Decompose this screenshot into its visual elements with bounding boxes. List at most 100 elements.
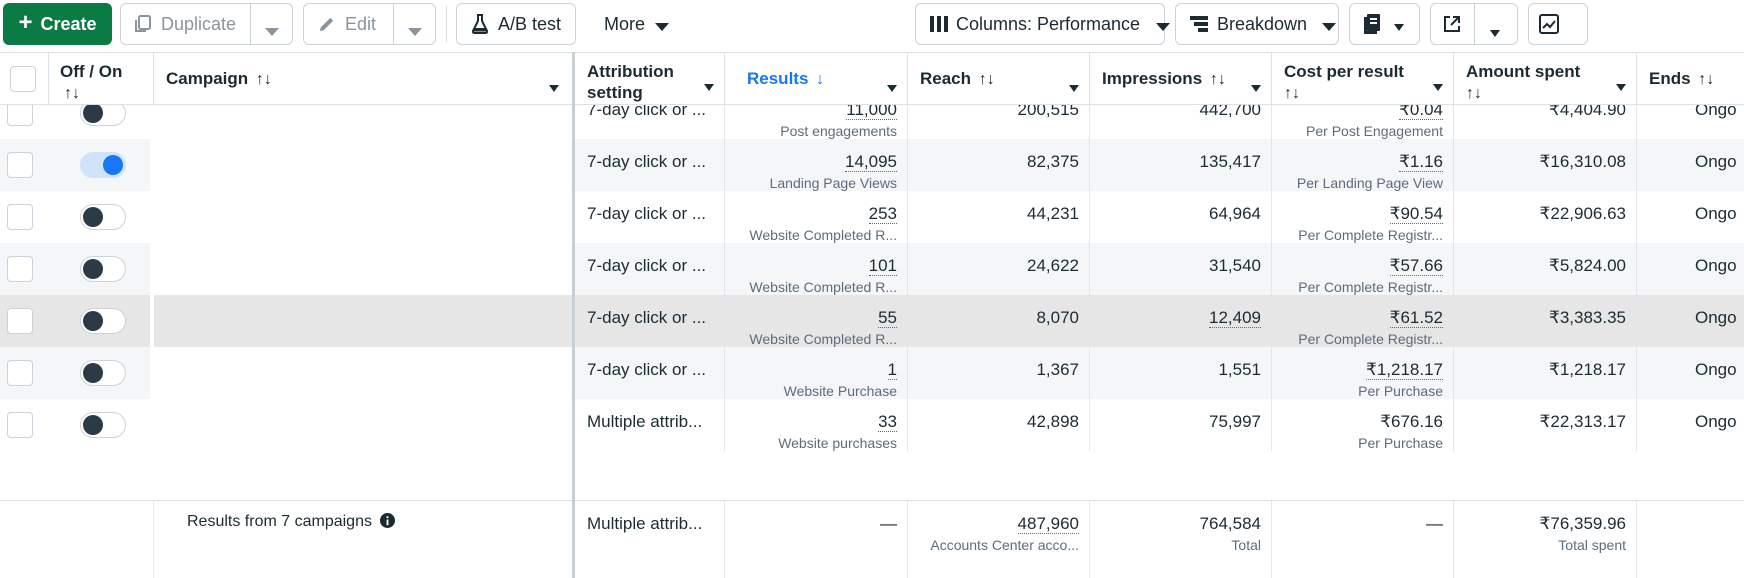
summary-attribution-text: Multiple attrib... [587,514,703,533]
row-checkbox[interactable] [7,360,33,386]
ends-value: Ongo [1695,308,1737,327]
row-checkbox[interactable] [7,152,33,178]
edit-split-button[interactable]: Edit [303,3,436,45]
header-amount-spent[interactable]: Amount spent ↑↓ [1454,53,1637,105]
amount-spent-cell: ₹22,313.17 [1454,399,1637,451]
more-button[interactable]: More [604,3,670,45]
header-reach[interactable]: Reach ↑↓ [908,53,1090,105]
info-icon[interactable] [380,513,396,528]
table-row[interactable]: 7-day click or ... 101 Website Completed R… [0,243,1744,295]
amount-spent-cell: ₹4,404.90 [1454,105,1637,139]
column-menu-caret-icon[interactable] [1616,75,1626,96]
summary-cost: — [1272,501,1454,578]
results-value[interactable]: 1 [887,360,897,380]
header-off-on[interactable]: Off / On ↑↓ [49,53,154,105]
campaign-name-cell[interactable] [154,191,572,243]
campaign-toggle[interactable] [80,308,126,334]
campaign-toggle[interactable] [80,412,126,438]
cost-value[interactable]: ₹676.16 [1380,412,1443,431]
cost-cell: ₹57.66 Per Complete Registr... [1272,243,1454,295]
impressions-value: 1,551 [1218,360,1261,379]
cost-value[interactable]: ₹90.54 [1389,204,1443,224]
results-value[interactable]: 253 [868,204,897,224]
export-caret-icon[interactable] [1490,21,1500,42]
campaign-toggle[interactable] [80,152,126,178]
header-attribution[interactable]: Attribution setting [575,53,725,105]
header-results[interactable]: Results ↓ [725,53,908,105]
columns-button[interactable]: Columns: Performance [915,3,1171,45]
reach-cell: 1,367 [908,347,1090,399]
summary-results: — [725,501,908,578]
results-value[interactable]: 101 [868,256,897,276]
column-menu-caret-icon[interactable] [1251,76,1261,97]
header-amount-spent-label: Amount spent [1466,62,1581,81]
campaign-name-cell[interactable] [154,105,572,139]
sort-icon: ↑↓ [1698,71,1715,88]
cost-value[interactable]: ₹61.52 [1389,308,1443,328]
ab-test-button[interactable]: A/B test [456,3,576,45]
cost-value[interactable]: ₹0.04 [1399,105,1443,120]
campaign-name-cell[interactable] [154,243,572,295]
ab-test-label: A/B test [497,13,562,34]
header-cost-per-result[interactable]: Cost per result ↑↓ [1272,53,1454,105]
cost-value[interactable]: ₹57.66 [1389,256,1443,276]
campaign-toggle[interactable] [80,360,126,386]
cost-value[interactable]: ₹1,218.17 [1366,360,1443,380]
results-cell: 253 Website Completed R... [725,191,908,243]
column-menu-caret-icon[interactable] [887,76,897,97]
table-row[interactable]: 7-day click or ... 11,000 Post engagements… [0,105,1744,139]
row-checkbox[interactable] [7,308,33,334]
results-value[interactable]: 11,000 [846,105,897,120]
results-value[interactable]: 55 [878,308,897,328]
results-cell: 14,095 Landing Page Views [725,139,908,191]
column-menu-caret-icon[interactable] [1069,76,1079,97]
campaign-toggle[interactable] [80,256,126,282]
cost-value[interactable]: ₹1.16 [1399,152,1443,172]
select-all-checkbox[interactable] [10,66,36,92]
row-checkbox[interactable] [7,204,33,230]
create-button[interactable]: + Create [3,3,112,45]
header-impressions[interactable]: Impressions ↑↓ [1090,53,1272,105]
column-menu-caret-icon[interactable] [549,76,559,97]
table-row[interactable]: 7-day click or ... 253 Website Completed R… [0,191,1744,243]
results-value[interactable]: 14,095 [845,152,897,172]
amount-spent-value: ₹22,906.63 [1539,204,1626,223]
summary-impressions-type: Total [1231,537,1261,553]
column-menu-caret-icon[interactable] [1433,75,1443,96]
row-checkbox[interactable] [7,412,33,438]
toolbar: + Create Duplicate Edit A/B test More Co… [0,0,1744,52]
reports-button[interactable] [1349,3,1420,45]
header-ends[interactable]: Ends ↑↓ [1637,53,1744,105]
ends-cell: Ongo [1637,295,1744,347]
campaign-name-cell[interactable] [154,295,572,347]
campaign-toggle[interactable] [80,105,126,126]
column-menu-caret-icon[interactable] [704,75,714,96]
header-campaign[interactable]: Campaign ↑↓ [154,53,574,105]
summary-reach: 487,960 Accounts Center acco... [908,501,1090,578]
campaign-name-cell[interactable] [154,347,572,399]
table-row[interactable]: 7-day click or ... 1 Website Purchase 1,367… [0,347,1744,399]
table-row[interactable]: 7-day click or ... 14,095 Landing Page Vie… [0,139,1744,191]
toolbar-divider [446,6,447,42]
results-value[interactable]: 33 [878,412,897,432]
campaign-name-cell[interactable] [154,139,572,191]
cost-type: Per Purchase [1358,435,1443,451]
duplicate-split-button[interactable]: Duplicate [120,3,293,45]
campaign-name-cell[interactable] [154,399,572,451]
row-checkbox[interactable] [7,105,33,126]
campaign-toggle[interactable] [80,204,126,230]
duplicate-dropdown-caret-icon[interactable] [265,20,279,41]
edit-dropdown-caret-icon[interactable] [408,20,422,41]
amount-spent-cell: ₹3,383.35 [1454,295,1637,347]
ends-value: Ongo [1695,204,1737,223]
charts-button[interactable] [1528,3,1588,45]
row-checkbox[interactable] [7,256,33,282]
export-split-button[interactable] [1430,3,1518,45]
breakdown-button[interactable]: Breakdown [1175,3,1339,45]
amount-spent-cell: ₹1,218.17 [1454,347,1637,399]
frozen-columns-divider[interactable] [572,52,575,578]
summary-reach-value[interactable]: 487,960 [1017,514,1079,534]
more-label: More [604,13,646,34]
table-row[interactable]: 7-day click or ... 55 Website Completed R.… [0,295,1744,347]
table-row[interactable]: Multiple attrib... 33 Website purchases 42,… [0,399,1744,451]
